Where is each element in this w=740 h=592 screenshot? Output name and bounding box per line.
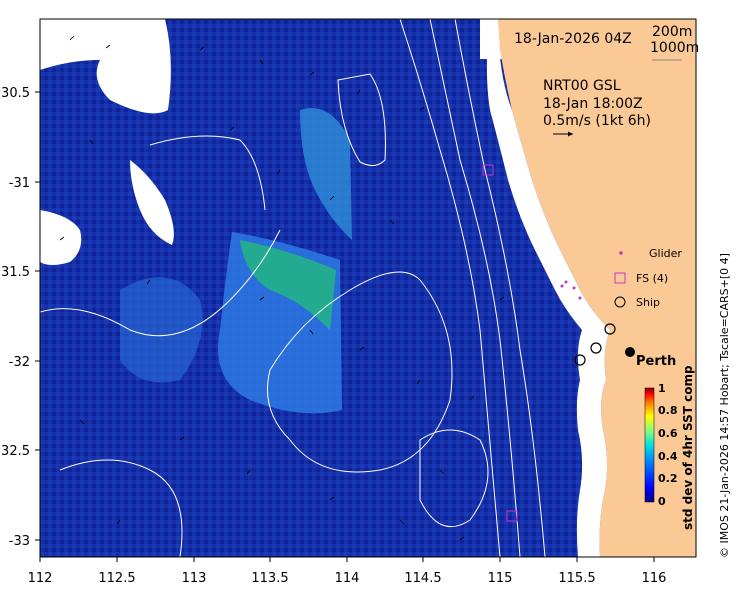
y-tick-32: -32 xyxy=(9,355,30,370)
current-contours xyxy=(40,73,489,557)
current-vectors xyxy=(59,35,505,541)
y-tick-33: -33 xyxy=(9,534,30,549)
x-tick-115.5: 115.5 xyxy=(558,571,595,586)
colorbar xyxy=(644,387,655,503)
x-tick-116: 116 xyxy=(642,571,667,586)
plot-area xyxy=(40,19,696,557)
ship-marker xyxy=(604,323,616,335)
colorbar-title: std dev of 4hr SST comp xyxy=(681,365,695,530)
credit-label: © IMOS 21-Jan-2026 14:57 Hobart; Tscale=… xyxy=(718,253,731,558)
glider-marker xyxy=(578,296,582,300)
x-tick-113.5: 113.5 xyxy=(251,571,288,586)
perth-label: Perth xyxy=(636,354,676,369)
glider-legend-icon xyxy=(619,251,623,255)
ship-legend-icon xyxy=(614,296,626,308)
x-tick-112: 112 xyxy=(28,571,53,586)
current-product-label: NRT00 GSL xyxy=(543,78,621,94)
current-scale-arrow-icon xyxy=(553,131,573,137)
nodata-northwest xyxy=(40,19,171,114)
nodata-coastal-strip xyxy=(486,30,610,557)
plot-frame xyxy=(39,18,697,558)
nodata-coastal-left xyxy=(130,160,174,245)
glider-legend-label: Glider xyxy=(649,247,682,260)
fs-marker xyxy=(482,164,494,176)
colorbar-tick-0.2: 0.2 xyxy=(658,472,678,485)
colorbar-tick-0.8: 0.8 xyxy=(658,404,678,417)
colorbar-tick-0: 0 xyxy=(658,495,666,508)
x-tick-113: 113 xyxy=(182,571,207,586)
x-tick-114.5: 114.5 xyxy=(404,571,441,586)
current-time-label: 18-Jan 18:00Z xyxy=(543,96,643,112)
nodata-west xyxy=(40,210,82,265)
y-tick-32.5: 32.5 xyxy=(1,444,30,459)
x-tick-marks xyxy=(39,557,655,562)
y-tick-31: -31 xyxy=(9,176,30,191)
perth-marker xyxy=(625,347,635,357)
ship-marker xyxy=(590,342,602,354)
date-label: 18-Jan-2026 04Z xyxy=(514,31,632,47)
ship-legend-label: Ship xyxy=(636,296,660,309)
y-tick-marks xyxy=(35,91,40,541)
x-tick-114: 114 xyxy=(335,571,360,586)
fs-legend-icon xyxy=(614,272,626,284)
colorbar-tick-1: 1 xyxy=(658,382,666,395)
ship-marker xyxy=(574,354,586,366)
sst-anomaly-north xyxy=(300,108,352,240)
isobath-contours xyxy=(399,19,546,557)
fs-legend-label: FS (4) xyxy=(636,272,668,285)
x-tick-112.5: 112.5 xyxy=(98,571,135,586)
sst-anomaly-west xyxy=(120,277,203,383)
y-tick-31.5: 31.5 xyxy=(1,265,30,280)
y-tick-30.5: 30.5 xyxy=(1,86,30,101)
glider-marker xyxy=(572,286,576,290)
x-tick-115: 115 xyxy=(488,571,513,586)
isobath-200-label: 200m xyxy=(652,24,692,40)
isobath-1000-label: 1000m xyxy=(650,40,699,56)
current-scale-label: 0.5m/s (1kt 6h) xyxy=(543,113,651,129)
ship-positions xyxy=(574,323,616,366)
sst-anomaly-green xyxy=(240,240,336,330)
colorbar-tick-0.4: 0.4 xyxy=(658,450,678,463)
fs-marker xyxy=(506,510,518,522)
colorbar-tick-0.6: 0.6 xyxy=(658,427,678,440)
glider-marker xyxy=(564,280,568,284)
glider-positions xyxy=(560,280,582,300)
glider-marker xyxy=(560,284,564,288)
